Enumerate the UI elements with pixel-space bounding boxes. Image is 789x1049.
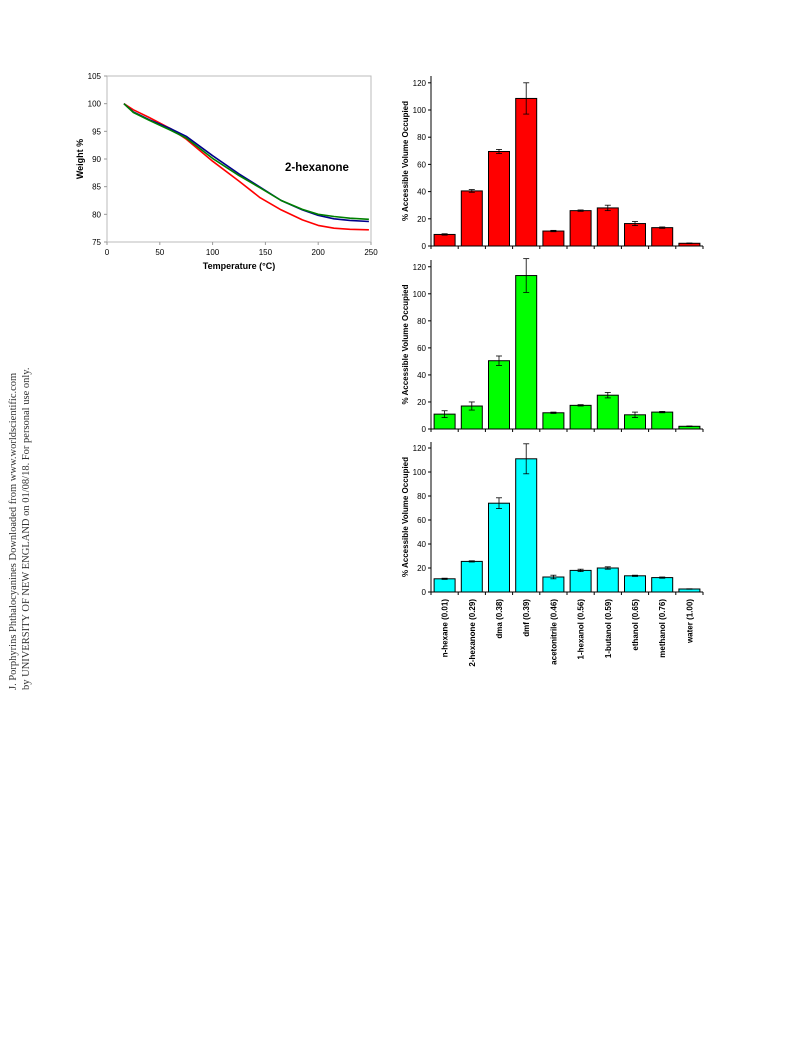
green-y-tick-label: 40 (417, 371, 426, 380)
cyan-y-tick-label: 40 (417, 540, 426, 549)
green-bar (569, 404, 592, 430)
green-y-tick-label: 20 (417, 398, 426, 407)
red-y-tick-label: 40 (417, 188, 426, 197)
cyan-bar (569, 569, 592, 593)
red-y-tick-label: 60 (417, 160, 426, 169)
cyan-y-axis-label: % Accessible Volume Occupied (401, 457, 410, 577)
green-bar (515, 275, 538, 430)
red-y-tick-label: 20 (417, 215, 426, 224)
cyan-bar (624, 575, 646, 593)
red-y-tick-label: 100 (413, 106, 427, 115)
red-bar (569, 210, 592, 247)
tga-series-line-3 (123, 103, 369, 221)
tga-x-tick-label: 0 (105, 248, 110, 257)
tga-y-tick-label: 90 (92, 155, 101, 164)
cyan-x-tick-label: dma (0.38) (495, 599, 504, 639)
tga-x-axis-label: Temperature (°C) (203, 261, 275, 271)
green-bar (651, 411, 674, 430)
red-y-axis-label: % Accessible Volume Occupied (401, 101, 410, 221)
tga-y-tick-label: 85 (92, 183, 101, 192)
red-bar (596, 207, 619, 247)
red-y-tick-label: 80 (417, 133, 426, 142)
tga-x-tick-label: 50 (155, 248, 164, 257)
green-y-tick-label: 60 (417, 344, 426, 353)
red-bar (624, 223, 646, 247)
tga-x-tick-label: 250 (364, 248, 378, 257)
tga-y-tick-label: 75 (92, 238, 101, 247)
green-y-tick-label: 0 (422, 425, 427, 434)
cyan-y-tick-label: 60 (417, 516, 426, 525)
cyan-bar (651, 577, 674, 593)
tga-y-tick-label: 105 (88, 72, 102, 81)
tga-series-line-1 (123, 103, 369, 231)
cyan-x-tick-label: acetonitrile (0.46) (549, 599, 558, 665)
cyan-bar (515, 458, 538, 593)
green-y-tick-label: 100 (413, 290, 427, 299)
red-bar (433, 233, 456, 247)
green-bar (488, 360, 510, 430)
cyan-bar (460, 560, 483, 593)
red-bar (460, 190, 483, 247)
cyan-bar (542, 576, 565, 593)
green-y-tick-label: 120 (413, 263, 427, 272)
red-bar (651, 227, 674, 247)
tga-plot-frame (106, 75, 372, 243)
tga-x-tick-label: 200 (312, 248, 326, 257)
cyan-bar (596, 567, 619, 593)
tga-annotation: 2-hexanone (285, 162, 349, 174)
cyan-y-tick-label: 20 (417, 564, 426, 573)
cyan-x-tick-label: 1-hexanol (0.56) (577, 599, 586, 660)
cyan-x-tick-label: methanol (0.76) (658, 599, 667, 658)
tga-x-tick-label: 150 (259, 248, 273, 257)
tga-y-tick-label: 95 (92, 127, 101, 136)
cyan-y-tick-label: 120 (413, 444, 427, 453)
tga-x-tick-label: 100 (206, 248, 220, 257)
red-y-tick-label: 0 (422, 242, 427, 251)
cyan-x-tick-label: ethanol (0.65) (631, 599, 640, 651)
cyan-y-tick-label: 80 (417, 492, 426, 501)
cyan-y-tick-label: 100 (413, 468, 427, 477)
red-bar (488, 150, 510, 247)
green-bar (596, 394, 619, 430)
cyan-x-tick-label: 1-butanol (0.59) (604, 599, 613, 658)
red-bar (542, 230, 565, 247)
tga-y-tick-label: 100 (88, 100, 102, 109)
red-y-tick-label: 120 (413, 79, 427, 88)
cyan-y-tick-label: 0 (422, 588, 427, 597)
cyan-bar (433, 578, 456, 593)
green-y-axis-label: % Accessible Volume Occupied (401, 284, 410, 404)
cyan-x-tick-label: 2-hexanone (0.29) (468, 599, 477, 667)
tga-y-axis-label: Weight % (75, 139, 85, 179)
cyan-x-tick-label: dmf (0.39) (522, 599, 531, 637)
green-bar (542, 412, 565, 430)
red-bar (515, 97, 538, 247)
tga-y-tick-label: 80 (92, 210, 101, 219)
cyan-bar (488, 502, 510, 593)
green-y-tick-label: 80 (417, 317, 426, 326)
cyan-x-tick-label: water (1.00) (685, 599, 694, 644)
cyan-x-tick-label: n-hexane (0.01) (441, 599, 450, 658)
